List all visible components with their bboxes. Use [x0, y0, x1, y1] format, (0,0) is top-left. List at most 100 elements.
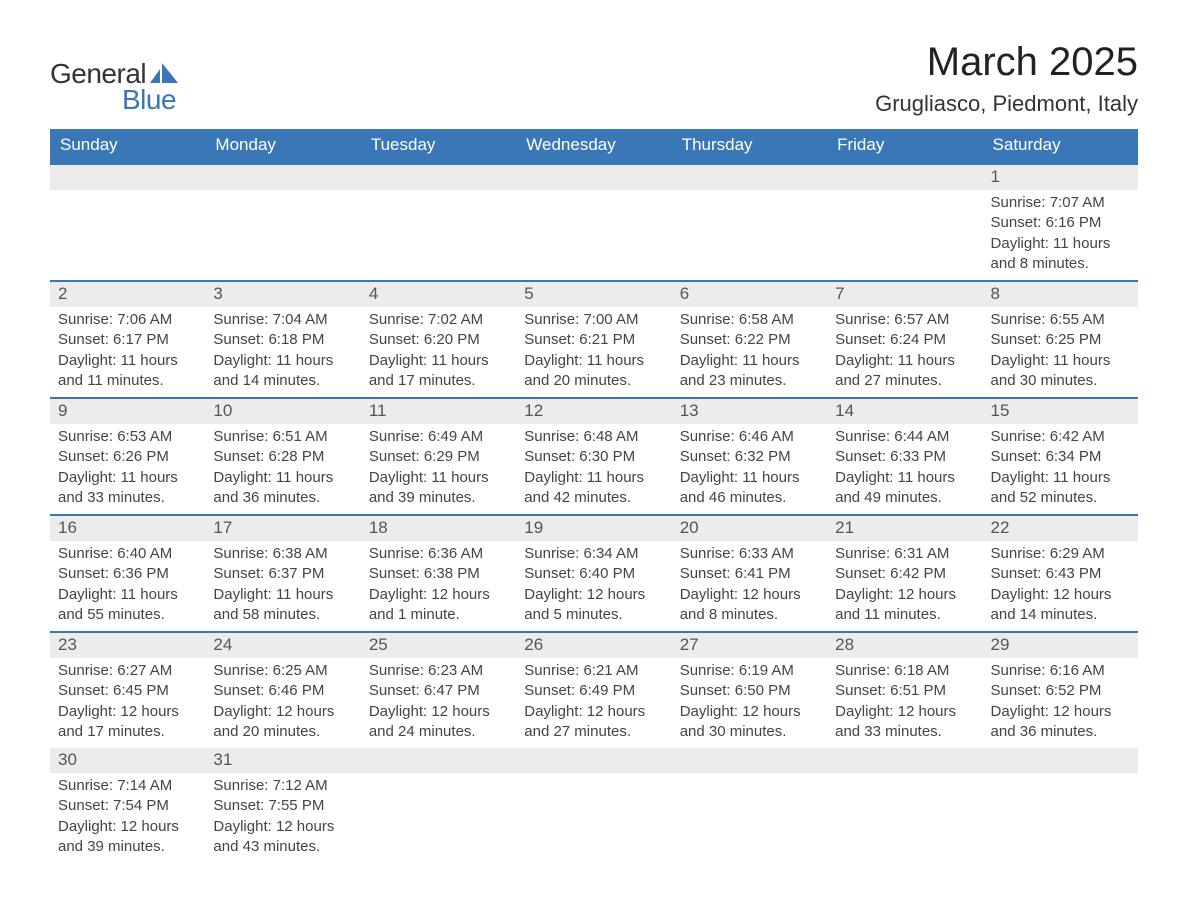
day-number: 11 — [361, 397, 516, 424]
calendar-day-cell: 26Sunrise: 6:21 AMSunset: 6:49 PMDayligh… — [516, 631, 671, 748]
calendar-day-cell: . — [672, 163, 827, 280]
day-details: Sunrise: 6:33 AMSunset: 6:41 PMDaylight:… — [672, 541, 827, 631]
calendar-day-cell: 13Sunrise: 6:46 AMSunset: 6:32 PMDayligh… — [672, 397, 827, 514]
calendar-day-cell: 27Sunrise: 6:19 AMSunset: 6:50 PMDayligh… — [672, 631, 827, 748]
day-details: Sunrise: 6:25 AMSunset: 6:46 PMDaylight:… — [205, 658, 360, 748]
calendar-day-cell: . — [516, 748, 671, 863]
day-details — [827, 190, 982, 268]
day-details: Sunrise: 6:38 AMSunset: 6:37 PMDaylight:… — [205, 541, 360, 631]
weekday-header: Friday — [827, 129, 982, 163]
day-number: . — [516, 163, 671, 190]
day-number: 14 — [827, 397, 982, 424]
calendar-day-cell: 18Sunrise: 6:36 AMSunset: 6:38 PMDayligh… — [361, 514, 516, 631]
location: Grugliasco, Piedmont, Italy — [875, 91, 1138, 117]
sunset-line: Sunset: 6:47 PM — [369, 681, 508, 701]
sunrise-line: Sunrise: 6:18 AM — [835, 661, 974, 681]
day-details: Sunrise: 6:23 AMSunset: 6:47 PMDaylight:… — [361, 658, 516, 748]
day-details: Sunrise: 7:12 AMSunset: 7:55 PMDaylight:… — [205, 773, 360, 863]
sunrise-line: Sunrise: 6:34 AM — [524, 544, 663, 564]
sunset-line: Sunset: 6:20 PM — [369, 330, 508, 350]
sunset-line: Sunset: 6:51 PM — [835, 681, 974, 701]
sunrise-line: Sunrise: 7:14 AM — [58, 776, 197, 796]
sunset-line: Sunset: 6:30 PM — [524, 447, 663, 467]
day-number: 2 — [50, 280, 205, 307]
sunset-line: Sunset: 6:25 PM — [991, 330, 1130, 350]
sunset-line: Sunset: 6:45 PM — [58, 681, 197, 701]
day-details: Sunrise: 7:00 AMSunset: 6:21 PMDaylight:… — [516, 307, 671, 397]
day-number: . — [672, 163, 827, 190]
sunrise-line: Sunrise: 7:06 AM — [58, 310, 197, 330]
sunrise-line: Sunrise: 6:27 AM — [58, 661, 197, 681]
daylight-line: Daylight: 12 hours and 27 minutes. — [524, 702, 663, 743]
day-number: 20 — [672, 514, 827, 541]
day-details: Sunrise: 6:44 AMSunset: 6:33 PMDaylight:… — [827, 424, 982, 514]
sunset-line: Sunset: 6:46 PM — [213, 681, 352, 701]
weekday-header: Wednesday — [516, 129, 671, 163]
day-number: 16 — [50, 514, 205, 541]
calendar-day-cell: . — [516, 163, 671, 280]
sunrise-line: Sunrise: 6:58 AM — [680, 310, 819, 330]
day-details — [672, 773, 827, 851]
logo: General Blue — [50, 40, 180, 116]
calendar-day-cell: 30Sunrise: 7:14 AMSunset: 7:54 PMDayligh… — [50, 748, 205, 863]
daylight-line: Daylight: 12 hours and 30 minutes. — [680, 702, 819, 743]
daylight-line: Daylight: 11 hours and 36 minutes. — [213, 468, 352, 509]
sunset-line: Sunset: 6:43 PM — [991, 564, 1130, 584]
page-title: March 2025 — [875, 40, 1138, 85]
day-number: 9 — [50, 397, 205, 424]
day-number: 24 — [205, 631, 360, 658]
day-details: Sunrise: 6:55 AMSunset: 6:25 PMDaylight:… — [983, 307, 1138, 397]
daylight-line: Daylight: 11 hours and 27 minutes. — [835, 351, 974, 392]
calendar-day-cell: 14Sunrise: 6:44 AMSunset: 6:33 PMDayligh… — [827, 397, 982, 514]
sunrise-line: Sunrise: 7:04 AM — [213, 310, 352, 330]
daylight-line: Daylight: 11 hours and 58 minutes. — [213, 585, 352, 626]
sunrise-line: Sunrise: 6:53 AM — [58, 427, 197, 447]
sunset-line: Sunset: 6:24 PM — [835, 330, 974, 350]
day-details — [672, 190, 827, 268]
day-details: Sunrise: 6:16 AMSunset: 6:52 PMDaylight:… — [983, 658, 1138, 748]
calendar-head: SundayMondayTuesdayWednesdayThursdayFrid… — [50, 129, 1138, 163]
calendar-day-cell: . — [827, 748, 982, 863]
daylight-line: Daylight: 12 hours and 20 minutes. — [213, 702, 352, 743]
daylight-line: Daylight: 12 hours and 8 minutes. — [680, 585, 819, 626]
day-details — [361, 190, 516, 268]
sunset-line: Sunset: 6:38 PM — [369, 564, 508, 584]
daylight-line: Daylight: 11 hours and 33 minutes. — [58, 468, 197, 509]
daylight-line: Daylight: 11 hours and 20 minutes. — [524, 351, 663, 392]
day-number: 31 — [205, 748, 360, 773]
daylight-line: Daylight: 11 hours and 17 minutes. — [369, 351, 508, 392]
sunrise-line: Sunrise: 6:33 AM — [680, 544, 819, 564]
daylight-line: Daylight: 11 hours and 49 minutes. — [835, 468, 974, 509]
day-number: 12 — [516, 397, 671, 424]
calendar-day-cell: 4Sunrise: 7:02 AMSunset: 6:20 PMDaylight… — [361, 280, 516, 397]
day-number: 10 — [205, 397, 360, 424]
daylight-line: Daylight: 11 hours and 23 minutes. — [680, 351, 819, 392]
sunset-line: Sunset: 6:22 PM — [680, 330, 819, 350]
day-details: Sunrise: 7:14 AMSunset: 7:54 PMDaylight:… — [50, 773, 205, 863]
sunrise-line: Sunrise: 6:25 AM — [213, 661, 352, 681]
calendar-day-cell: . — [361, 163, 516, 280]
calendar-day-cell: 12Sunrise: 6:48 AMSunset: 6:30 PMDayligh… — [516, 397, 671, 514]
day-number: 13 — [672, 397, 827, 424]
sunset-line: Sunset: 6:41 PM — [680, 564, 819, 584]
logo-text-blue: Blue — [122, 84, 176, 116]
calendar-week-row: 23Sunrise: 6:27 AMSunset: 6:45 PMDayligh… — [50, 631, 1138, 748]
calendar-day-cell: 3Sunrise: 7:04 AMSunset: 6:18 PMDaylight… — [205, 280, 360, 397]
daylight-line: Daylight: 11 hours and 39 minutes. — [369, 468, 508, 509]
sunrise-line: Sunrise: 7:07 AM — [991, 193, 1130, 213]
daylight-line: Daylight: 11 hours and 46 minutes. — [680, 468, 819, 509]
sunset-line: Sunset: 6:40 PM — [524, 564, 663, 584]
daylight-line: Daylight: 11 hours and 30 minutes. — [991, 351, 1130, 392]
day-number: 18 — [361, 514, 516, 541]
calendar-day-cell: 11Sunrise: 6:49 AMSunset: 6:29 PMDayligh… — [361, 397, 516, 514]
day-number: 19 — [516, 514, 671, 541]
day-number: 1 — [983, 163, 1138, 190]
day-number: . — [361, 748, 516, 773]
sunrise-line: Sunrise: 6:38 AM — [213, 544, 352, 564]
sunset-line: Sunset: 7:55 PM — [213, 796, 352, 816]
calendar-day-cell: 25Sunrise: 6:23 AMSunset: 6:47 PMDayligh… — [361, 631, 516, 748]
calendar-body: ......1Sunrise: 7:07 AMSunset: 6:16 PMDa… — [50, 163, 1138, 863]
day-number: 25 — [361, 631, 516, 658]
daylight-line: Daylight: 11 hours and 55 minutes. — [58, 585, 197, 626]
sunrise-line: Sunrise: 6:21 AM — [524, 661, 663, 681]
